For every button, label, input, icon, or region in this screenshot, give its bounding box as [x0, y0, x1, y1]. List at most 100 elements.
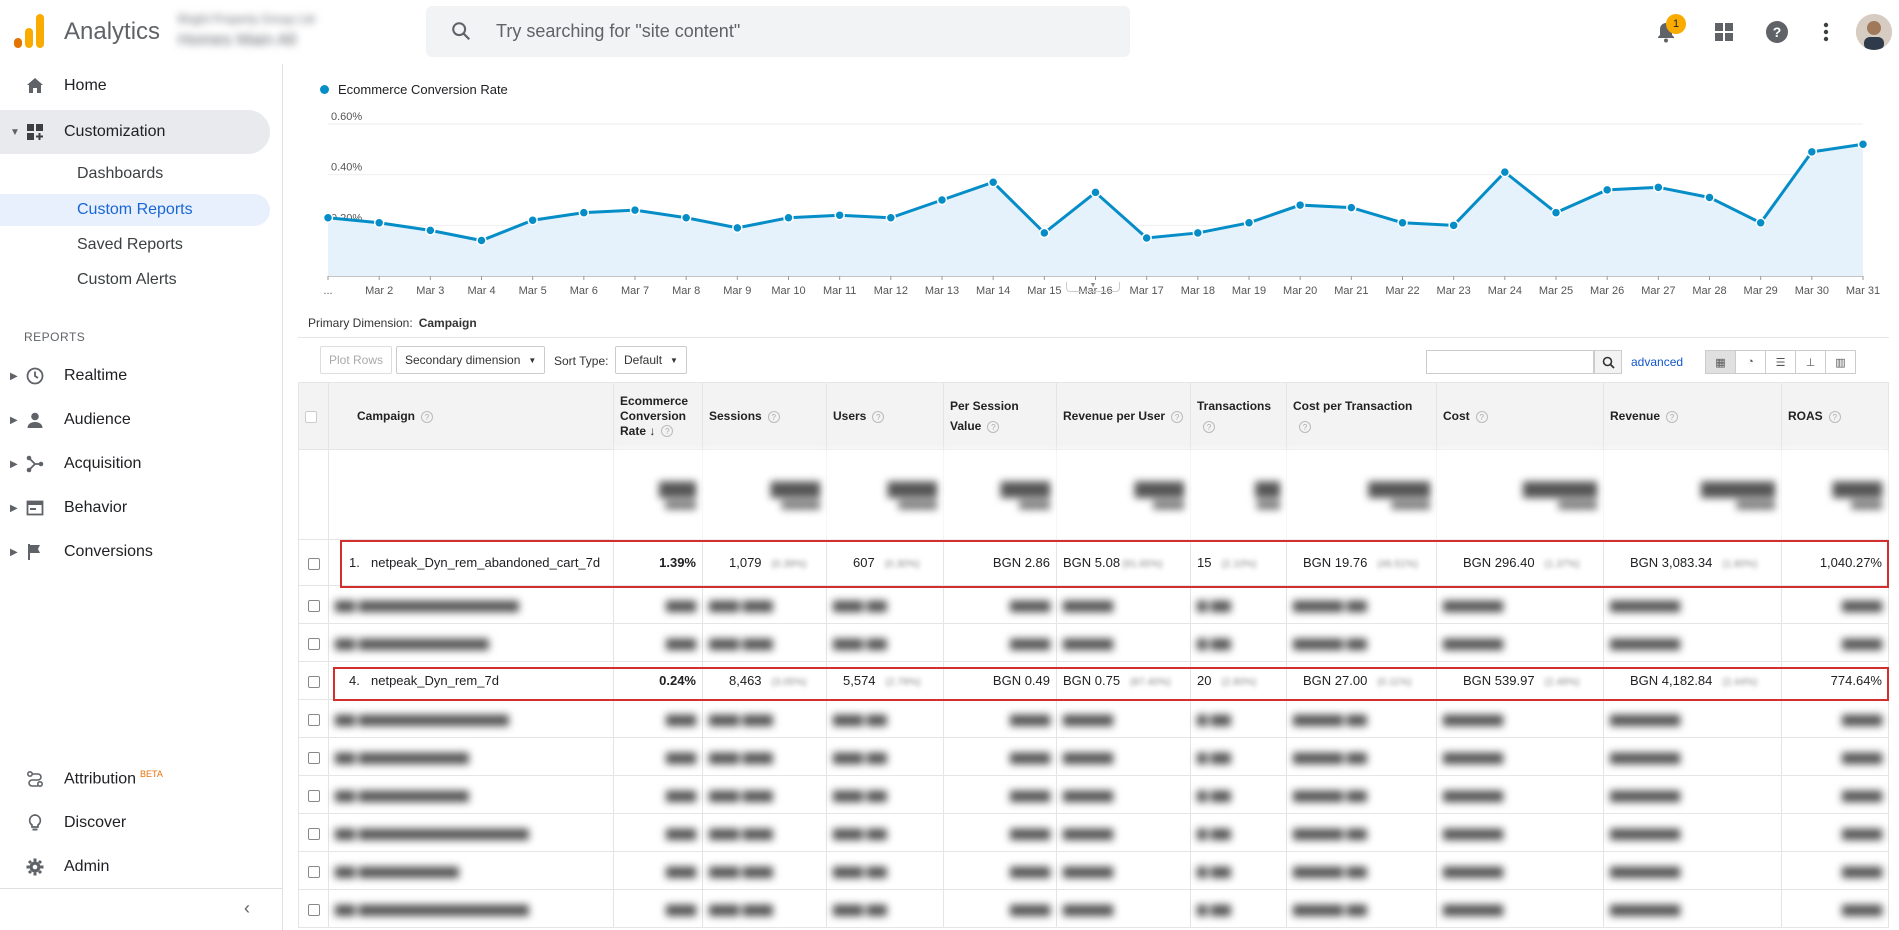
col-revenue-label: Revenue	[1610, 409, 1661, 423]
analytics-logo-icon[interactable]	[14, 14, 44, 48]
top-bar: Analytics Bright Property Group Ltd Home…	[0, 0, 1899, 64]
view-name: Homes Main All	[178, 30, 297, 49]
more-options-icon[interactable]	[1812, 18, 1840, 46]
redacted-total: ▇▇▇▇ ▆▆▆▆	[1781, 449, 1889, 540]
performance-view-icon[interactable]: ☰	[1765, 350, 1796, 374]
sub-item-saved-reports[interactable]: Saved Reports	[0, 229, 270, 261]
nav-attribution-label: Attribution	[64, 770, 137, 788]
x-tick-label: Mar 18	[1181, 285, 1215, 297]
col-sessions[interactable]: Sessions?	[702, 382, 827, 450]
row-checkbox[interactable]	[307, 751, 320, 764]
campaign-link[interactable]: netpeak_Dyn_rem_7d	[371, 673, 499, 688]
search-bar[interactable]: Try searching for "site content"	[426, 6, 1130, 57]
clock-icon	[24, 365, 46, 387]
nav-audience[interactable]: ▶ Audience	[0, 398, 270, 442]
x-tick-label: Mar 12	[874, 285, 908, 297]
primary-dimension-value[interactable]: Campaign	[418, 316, 477, 330]
nav-realtime[interactable]: ▶ Realtime	[0, 354, 270, 398]
redacted-total: ▇▇ ▆▆▆	[1190, 449, 1287, 540]
col-campaign[interactable]: Campaign?	[328, 382, 614, 450]
table-row[interactable]: ▆▆ ▆▆▆▆▆▆▆▆▆▆▆▆▆▆▆▆▆ ▆▆▆ ▆▆▆ ▆▆▆ ▆▆▆ ▆▆ ▆▆▆▆…	[298, 813, 1889, 852]
row-checkbox[interactable]	[307, 789, 320, 802]
nav-acquisition-label: Acquisition	[64, 455, 142, 472]
flag-icon	[24, 541, 46, 563]
table-row[interactable]: ▆▆ ▆▆▆▆▆▆▆▆▆▆▆▆▆▆▆▆ ▆▆▆ ▆▆▆ ▆▆▆ ▆▆▆ ▆▆ ▆▆▆▆ ▆…	[298, 585, 1889, 624]
table-search-button[interactable]	[1594, 350, 1622, 374]
col-cost[interactable]: Cost?	[1436, 382, 1604, 450]
table-row[interactable]: ▆▆ ▆▆▆▆▆▆▆▆▆▆▆▆▆ ▆▆▆ ▆▆▆ ▆▆▆ ▆▆▆ ▆▆ ▆▆▆▆ ▆▆▆▆…	[298, 623, 1889, 662]
table-row[interactable]: ▆▆ ▆▆▆▆▆▆▆▆▆▆▆ ▆▆▆ ▆▆▆ ▆▆▆ ▆▆▆ ▆▆ ▆▆▆▆ ▆▆▆▆▆ ▆…	[298, 775, 1889, 814]
row-checkbox[interactable]	[307, 637, 320, 650]
nav-attribution[interactable]: Attribution BETA	[0, 757, 270, 801]
sub-item-custom-reports[interactable]: Custom Reports	[0, 194, 270, 226]
nav-customization-label: Customization	[64, 123, 166, 140]
nav-discover[interactable]: Discover	[0, 801, 270, 845]
row-index: 1.	[349, 554, 360, 570]
nav-acquisition[interactable]: ▶ Acquisition	[0, 442, 270, 486]
attribution-icon	[24, 768, 46, 790]
advanced-filter-link[interactable]: advanced	[1631, 355, 1684, 369]
comparison-view-icon[interactable]: ⊥	[1795, 350, 1826, 374]
row-checkbox[interactable]	[307, 903, 320, 916]
table-view-icon[interactable]: ▦	[1705, 350, 1736, 374]
table-row[interactable]: ▆▆ ▆▆▆▆▆▆▆▆▆▆▆ ▆▆▆ ▆▆▆ ▆▆▆ ▆▆▆ ▆▆ ▆▆▆▆ ▆▆▆▆▆ ▆…	[298, 737, 1889, 776]
nav-conversions[interactable]: ▶ Conversions	[0, 530, 270, 574]
apps-grid-icon[interactable]	[1710, 18, 1738, 46]
line-chart[interactable]: 0.60%0.40%0.20%... Mar 2 Mar 3 Mar 4 Mar 5 Ma…	[298, 104, 1888, 309]
col-campaign-label: Campaign	[357, 409, 416, 423]
col-revenue[interactable]: Revenue?	[1603, 382, 1782, 450]
row-checkbox[interactable]	[307, 865, 320, 878]
select-all-checkbox[interactable]	[305, 410, 317, 423]
plot-rows-button[interactable]: Plot Rows	[320, 346, 393, 374]
col-roas[interactable]: ROAS?	[1781, 382, 1889, 450]
help-icon: ?	[421, 410, 434, 423]
row-checkbox[interactable]	[307, 557, 320, 570]
data-point	[1141, 232, 1152, 244]
sort-type-dropdown[interactable]: Default ▼	[615, 346, 687, 374]
table-row[interactable]: ▆▆ ▆▆▆▆▆▆▆▆▆▆▆▆▆▆▆ ▆▆▆ ▆▆▆ ▆▆▆ ▆▆▆ ▆▆ ▆▆▆▆ ▆▆…	[298, 699, 1889, 738]
col-transactions[interactable]: Transactions?	[1190, 382, 1287, 450]
table-filter-input[interactable]	[1426, 350, 1594, 374]
table-row[interactable]: ▆▆ ▆▆▆▆▆▆▆▆▆▆▆▆▆▆▆▆▆ ▆▆▆ ▆▆▆ ▆▆▆ ▆▆▆ ▆▆ ▆▆▆▆…	[298, 889, 1889, 928]
cell-transactions: 20	[1197, 673, 1212, 688]
sub-item-custom-alerts[interactable]: Custom Alerts	[0, 264, 270, 296]
help-icon: ?	[1475, 410, 1488, 423]
sub-item-dashboards[interactable]: Dashboards	[0, 158, 270, 190]
main-content: Ecommerce Conversion Rate 0.60% 0.40% 0.20…	[298, 64, 1899, 930]
pivot-view-icon[interactable]: ▥	[1825, 350, 1856, 374]
col-conversion-rate[interactable]: Ecommerce Conversion Rate ↓?	[613, 382, 703, 450]
secondary-dimension-dropdown[interactable]: Secondary dimension ▼	[396, 346, 546, 374]
chart-resize-handle[interactable]: ▼	[1066, 282, 1120, 292]
row-checkbox[interactable]	[307, 599, 320, 612]
x-tick-label: Mar 23	[1437, 285, 1471, 297]
table-row[interactable]: 4. netpeak_Dyn_rem_7d 0.24% 8,463 (3.05%) …	[298, 661, 1889, 700]
x-tick-label: Mar 11	[823, 285, 856, 297]
col-per-session-value[interactable]: Per Session Value?	[943, 382, 1057, 450]
nav-customization[interactable]: ▼ Customization	[0, 110, 270, 154]
x-tick-label: Mar 13	[925, 285, 959, 297]
data-point	[1294, 199, 1306, 211]
help-icon: ?	[1299, 420, 1311, 433]
row-checkbox[interactable]	[307, 827, 320, 840]
nav-behavior-label: Behavior	[64, 499, 128, 516]
row-checkbox[interactable]	[307, 675, 320, 688]
x-tick-label: Mar 20	[1283, 285, 1317, 297]
help-icon[interactable]: ?	[1763, 18, 1791, 46]
table-row[interactable]: ▆▆ ▆▆▆▆▆▆▆▆▆▆ ▆▆▆ ▆▆▆ ▆▆▆ ▆▆▆ ▆▆ ▆▆▆▆ ▆▆▆▆▆ ▆ …	[298, 851, 1889, 890]
table-row[interactable]: 1. netpeak_Dyn_rem_abandoned_cart_7d 1.39…	[298, 539, 1889, 586]
campaign-link[interactable]: netpeak_Dyn_rem_abandoned_cart_7d	[371, 554, 601, 570]
help-icon: ?	[767, 410, 780, 423]
user-avatar[interactable]	[1856, 14, 1892, 50]
col-users[interactable]: Users?	[826, 382, 944, 450]
pie-view-icon[interactable]: ◔	[1735, 350, 1766, 374]
nav-admin[interactable]: Admin	[0, 845, 270, 889]
row-checkbox[interactable]	[307, 713, 320, 726]
collapse-sidebar-icon[interactable]: ‹	[244, 898, 250, 918]
nav-home[interactable]: Home	[0, 64, 270, 108]
col-rpu-label: Revenue per User	[1063, 409, 1166, 423]
account-selector[interactable]: Bright Property Group Ltd Homes Main All	[178, 8, 418, 58]
col-revenue-per-user[interactable]: Revenue per User?	[1056, 382, 1191, 450]
nav-behavior[interactable]: ▶ Behavior	[0, 486, 270, 530]
col-cost-per-transaction[interactable]: Cost per Transaction?	[1286, 382, 1437, 450]
data-point	[1499, 166, 1511, 178]
